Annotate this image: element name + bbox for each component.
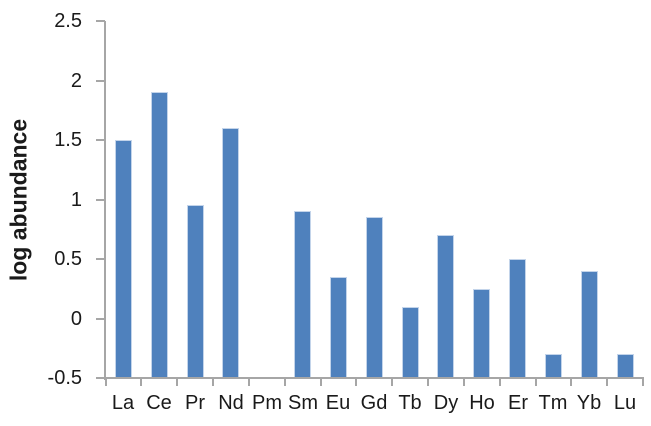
bar-La [115,140,132,377]
y-tick-label: 1.5 [54,129,82,151]
bar-Lu [617,354,634,377]
x-tick-label-Pr: Pr [185,392,205,414]
y-tick-mark [96,258,105,260]
x-tick-mark [427,377,429,386]
x-tick-label-Tb: Tb [398,392,422,414]
y-axis-line [104,21,106,380]
bar-Pr [187,205,204,377]
y-tick-label: 0.5 [54,248,82,270]
x-tick-label-Gd: Gd [360,392,388,414]
x-tick-mark [212,377,214,386]
x-tick-label-Yb: Yb [576,392,602,414]
x-tick-mark [642,377,644,386]
x-tick-mark [176,377,178,386]
x-tick-mark [355,377,357,386]
y-tick-label: 1 [70,189,82,211]
x-tick-label-Lu: Lu [613,392,637,414]
x-tick-label-Ho: Ho [469,392,495,414]
y-tick-label: 2 [70,70,82,92]
x-tick-label-La: La [111,392,135,414]
bar-Ho [473,289,490,377]
y-tick-label: 0 [70,308,82,330]
bar-Eu [330,277,347,377]
y-tick-mark [96,139,105,141]
x-tick-mark [284,377,286,386]
x-tick-mark [535,377,537,386]
bar-Gd [366,217,383,377]
x-tick-mark [105,377,107,386]
x-tick-label-Ce: Ce [146,392,172,414]
y-tick-mark [96,20,105,22]
bar-Sm [294,211,311,377]
x-axis-line [104,377,644,379]
x-tick-mark [570,377,572,386]
bar-Tb [402,307,419,377]
y-tick-mark [96,377,105,379]
x-tick-label-Nd: Nd [218,392,244,414]
bar-Yb [581,271,598,377]
x-tick-mark [463,377,465,386]
x-tick-label-Sm: Sm [288,392,318,414]
y-tick-label: 2.5 [54,10,82,32]
x-tick-label-Eu: Eu [325,392,351,414]
y-tick-mark [96,199,105,201]
bar-Ce [151,92,168,377]
y-tick-mark [96,80,105,82]
x-tick-label-Dy: Dy [433,392,459,414]
x-tick-mark [320,377,322,386]
x-tick-mark [499,377,501,386]
x-tick-mark [391,377,393,386]
x-tick-label-Tm: Tm [538,392,568,414]
x-tick-mark [140,377,142,386]
bar-Dy [437,235,454,377]
x-tick-mark [248,377,250,386]
x-tick-label-Pm: Pm [252,392,282,414]
x-tick-mark [606,377,608,386]
y-tick-label: -0.5 [47,367,82,389]
x-tick-label-Er: Er [508,392,528,414]
y-tick-mark [96,318,105,320]
bar-Tm [545,354,562,377]
bar-Er [509,259,526,377]
bar-Nd [222,128,239,377]
